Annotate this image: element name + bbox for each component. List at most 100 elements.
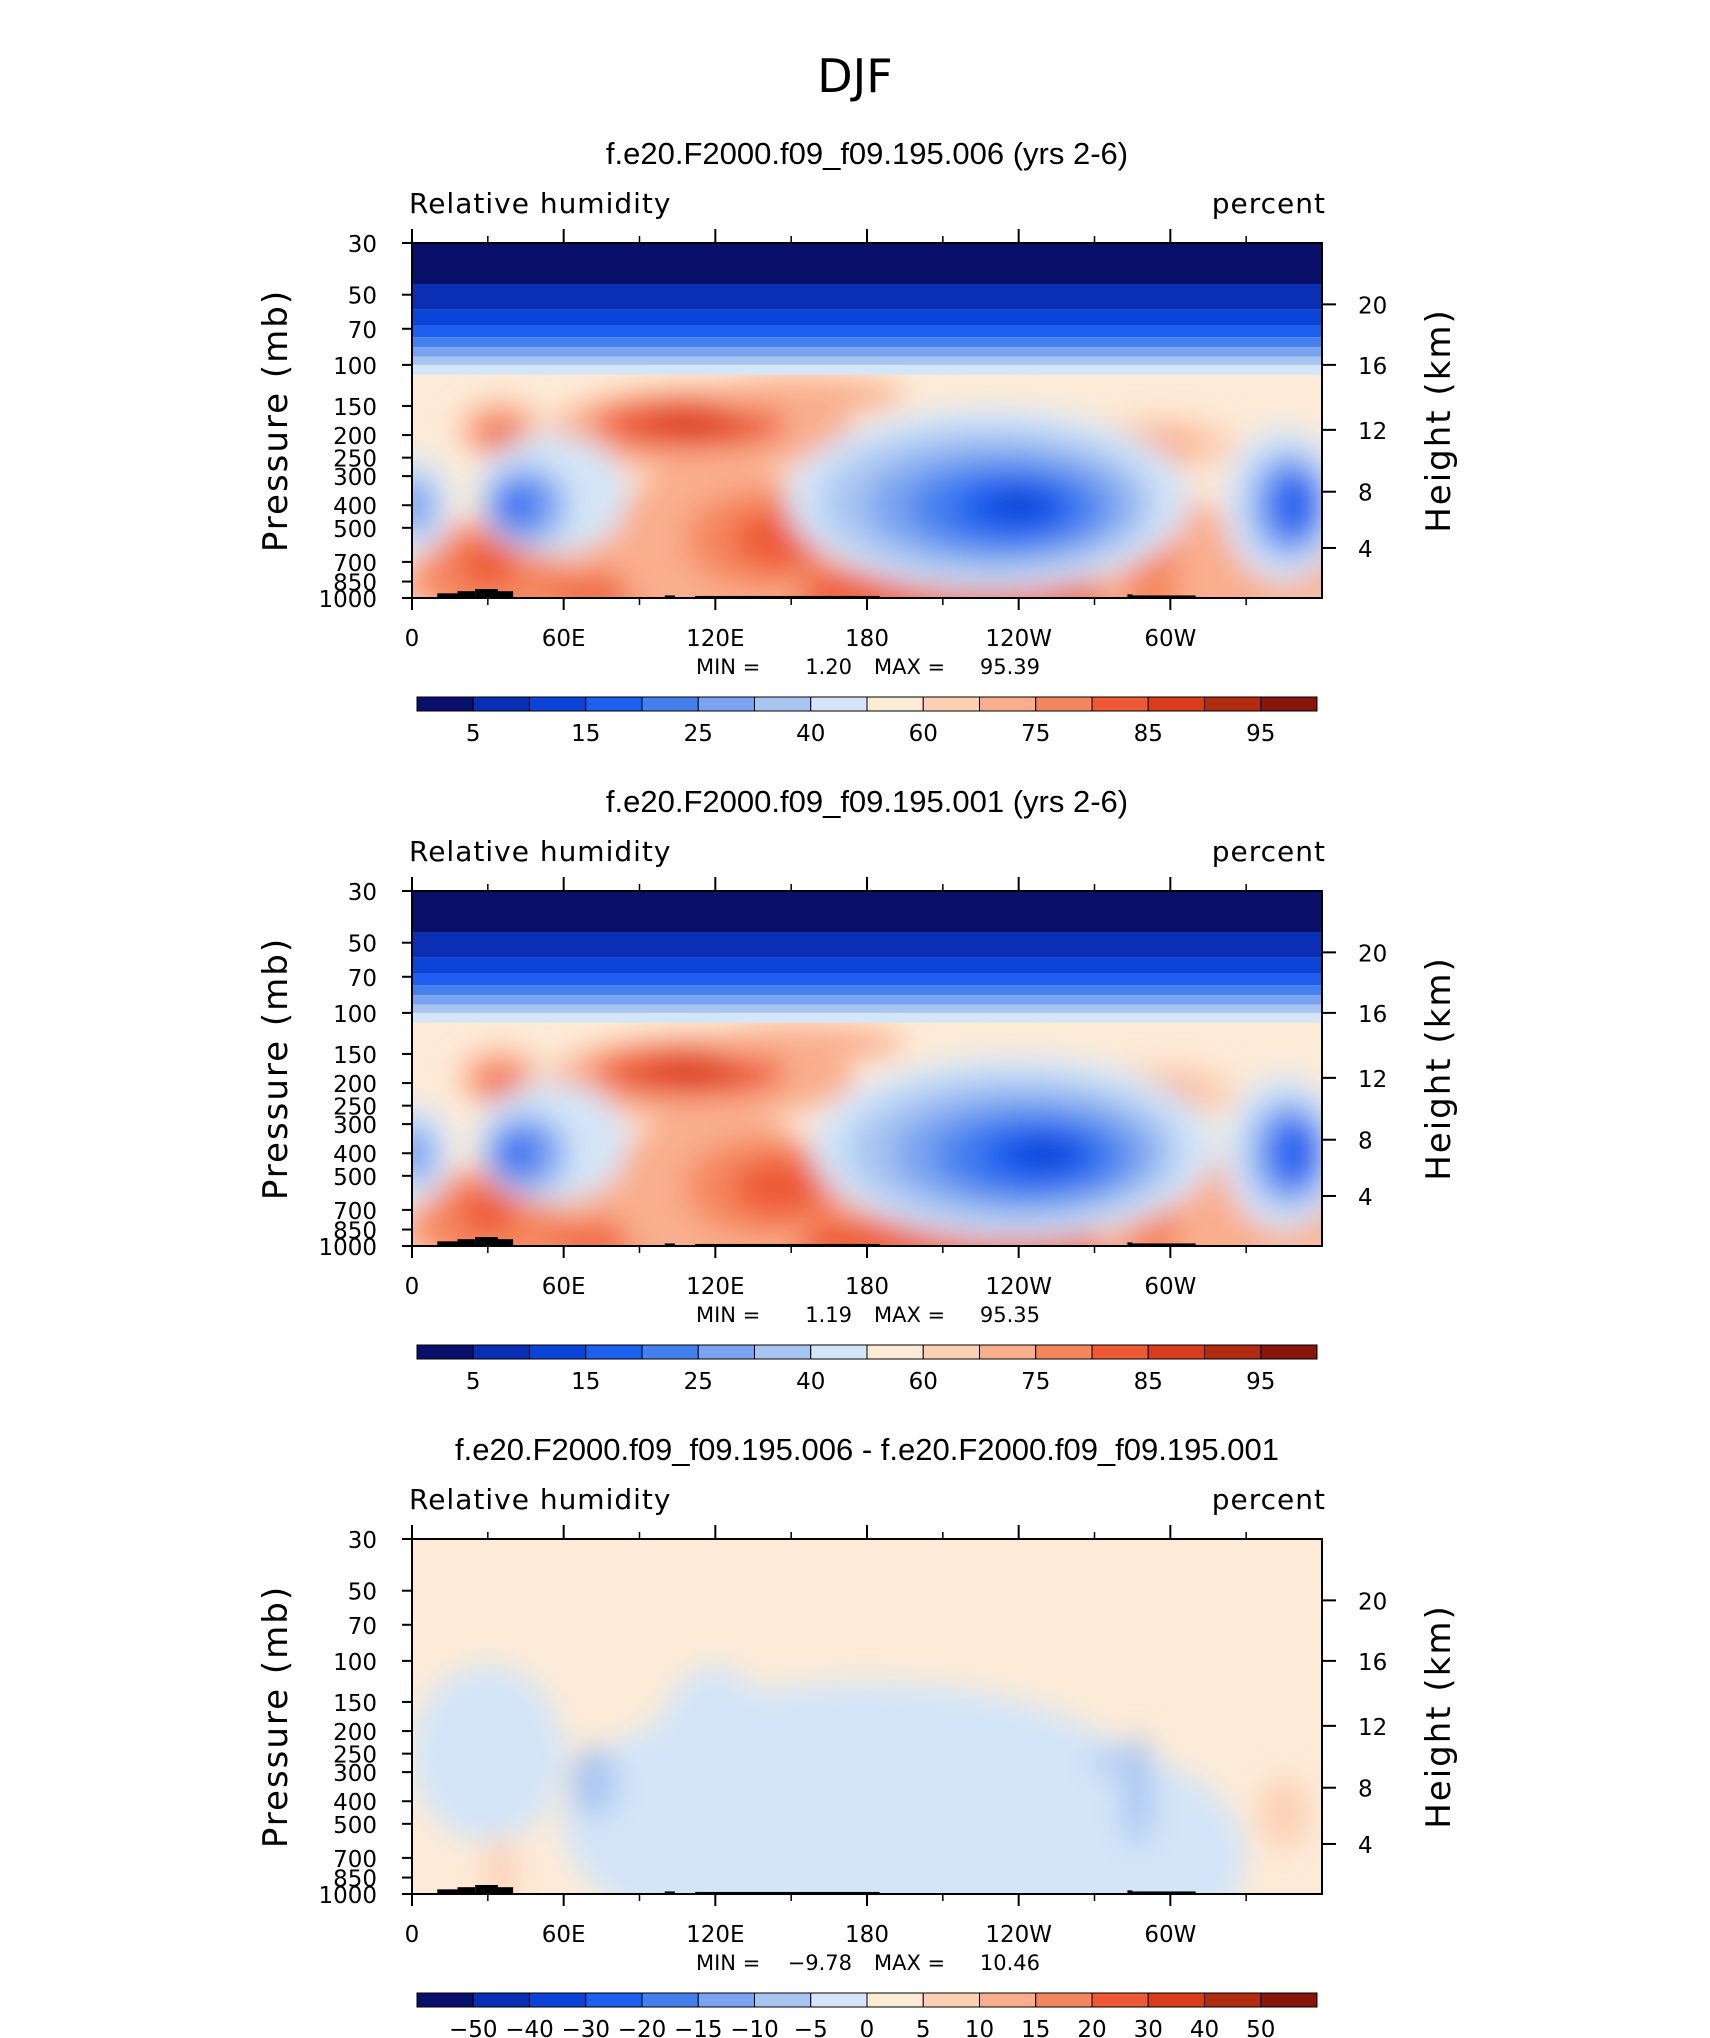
terrain-mask xyxy=(475,589,498,598)
colorbar-swatch xyxy=(1147,696,1205,712)
colorbar-label: 15 xyxy=(571,1369,600,1395)
pressure-tick-label: 850 xyxy=(333,1867,377,1893)
panel-title: f.e20.F2000.f09_f09.195.006 - f.e20.F200… xyxy=(455,1432,1279,1467)
stratosphere-band xyxy=(412,891,1322,1023)
colorbar-label: 85 xyxy=(1134,1369,1163,1395)
contour-region xyxy=(571,1746,617,1818)
lon-tick-label: 60E xyxy=(542,1922,586,1948)
terrain-mask xyxy=(664,1891,675,1894)
lon-tick-label: 120E xyxy=(686,1274,744,1300)
colorbar-label: 25 xyxy=(684,721,713,747)
min-label: MIN = xyxy=(696,1951,760,1975)
colorbar-swatch xyxy=(641,1992,699,2008)
colorbar-label: 50 xyxy=(1246,2017,1275,2038)
contour-band xyxy=(412,932,1322,958)
lon-tick-label: 60E xyxy=(542,626,586,652)
colorbar-swatch xyxy=(1260,1992,1318,2008)
terrain-mask xyxy=(457,1887,476,1894)
colorbar-swatch xyxy=(585,1344,643,1360)
colorbar-label: 20 xyxy=(1077,2017,1106,2038)
contour-region xyxy=(480,1068,521,1098)
terrain-mask xyxy=(695,595,880,598)
terrain-mask xyxy=(1127,1890,1133,1894)
pressure-tick-label: 700 xyxy=(333,1847,377,1873)
panel-title: f.e20.F2000.f09_f09.195.001 (yrs 2-6) xyxy=(606,784,1128,819)
height-tick-label: 12 xyxy=(1358,419,1387,445)
colorbar-swatch xyxy=(472,696,530,712)
panel-2: f.e20.F2000.f09_f09.195.001 (yrs 2-6) Rel… xyxy=(256,784,1459,1395)
pressure-tick-label: 150 xyxy=(333,1043,377,1069)
contour-band xyxy=(412,995,1322,1005)
variable-name: Relative humidity xyxy=(409,835,671,868)
contour-region xyxy=(480,420,521,450)
min-label: MIN = xyxy=(696,1303,760,1327)
lon-tick-label: 180 xyxy=(845,1274,889,1300)
pressure-tick-label: 400 xyxy=(333,1142,377,1168)
colorbar-label: 75 xyxy=(1021,721,1050,747)
colorbar-swatch xyxy=(1147,1344,1205,1360)
height-axis-title: Height (km) xyxy=(1419,956,1459,1181)
colorbar-label: −15 xyxy=(674,2017,723,2038)
pressure-tick-label: 1000 xyxy=(318,1883,377,1909)
colorbar-swatch xyxy=(641,1344,699,1360)
colorbar-label: −50 xyxy=(449,2017,498,2038)
contour-region xyxy=(1271,1121,1317,1186)
contour-region xyxy=(639,411,741,437)
colorbar-swatch xyxy=(1204,1344,1262,1360)
contour-region xyxy=(733,1158,825,1216)
colorbar-swatch xyxy=(697,1344,755,1360)
colorbar-label: 95 xyxy=(1246,1369,1275,1395)
colorbar-label: 40 xyxy=(796,1369,825,1395)
colorbar-label: −30 xyxy=(561,2017,610,2038)
colorbar-swatch xyxy=(1035,696,1093,712)
terrain-mask xyxy=(1127,1242,1133,1246)
units-label: percent xyxy=(1212,187,1326,220)
terrain-mask xyxy=(457,591,476,598)
contour-region xyxy=(1094,1747,1120,1776)
pressure-tick-label: 400 xyxy=(333,494,377,520)
colorbar-label: 60 xyxy=(909,1369,938,1395)
terrain-mask xyxy=(1132,1891,1196,1894)
colorbar-label: 15 xyxy=(1021,2017,1050,2038)
contour-region xyxy=(412,1664,564,1843)
lon-tick-label: 0 xyxy=(405,1274,420,1300)
colorbar-swatch xyxy=(922,696,980,712)
colorbar-label: 5 xyxy=(466,721,481,747)
height-tick-label: 16 xyxy=(1358,1650,1387,1676)
colorbar-label: 60 xyxy=(909,721,938,747)
colorbar-swatch xyxy=(922,1344,980,1360)
colorbar-label: 5 xyxy=(466,1369,481,1395)
height-axis-title: Height (km) xyxy=(1419,308,1459,533)
lon-tick-label: 0 xyxy=(405,1922,420,1948)
terrain-mask xyxy=(497,1239,514,1246)
pressure-tick-label: 300 xyxy=(333,465,377,491)
terrain-mask xyxy=(437,593,458,598)
colorbar-label: −10 xyxy=(730,2017,779,2038)
pressure-tick-label: 150 xyxy=(333,1691,377,1717)
colorbar-swatch xyxy=(697,1992,755,2008)
colorbar-label: 40 xyxy=(796,721,825,747)
contour-region xyxy=(702,377,905,414)
colorbar-label: 40 xyxy=(1190,2017,1219,2038)
pressure-tick-label: 300 xyxy=(333,1113,377,1139)
contour-band xyxy=(412,973,1322,986)
contour-band xyxy=(412,356,1322,365)
pressure-tick-label: 300 xyxy=(333,1761,377,1787)
colorbar-swatch xyxy=(810,696,868,712)
lon-tick-label: 120E xyxy=(686,1922,744,1948)
colorbar-swatch xyxy=(1035,1344,1093,1360)
colorbar-swatch xyxy=(866,1344,924,1360)
colorbar-swatch xyxy=(529,1992,587,2008)
max-value: 10.46 xyxy=(980,1951,1040,1975)
min-value: 1.19 xyxy=(805,1303,852,1327)
colorbar-label: 95 xyxy=(1246,721,1275,747)
terrain-mask xyxy=(497,1887,514,1894)
terrain-mask xyxy=(1132,1243,1196,1246)
colorbar: 5 15 25 40 60 75 85 95 xyxy=(416,696,1318,747)
lon-tick-label: 60W xyxy=(1144,1922,1196,1948)
panel-3: f.e20.F2000.f09_f09.195.006 - f.e20.F200… xyxy=(256,1432,1459,2038)
colorbar-swatch xyxy=(416,1344,474,1360)
lon-tick-label: 120W xyxy=(985,1922,1052,1948)
contour-field xyxy=(412,891,1322,1246)
pressure-tick-label: 1000 xyxy=(318,1235,377,1261)
